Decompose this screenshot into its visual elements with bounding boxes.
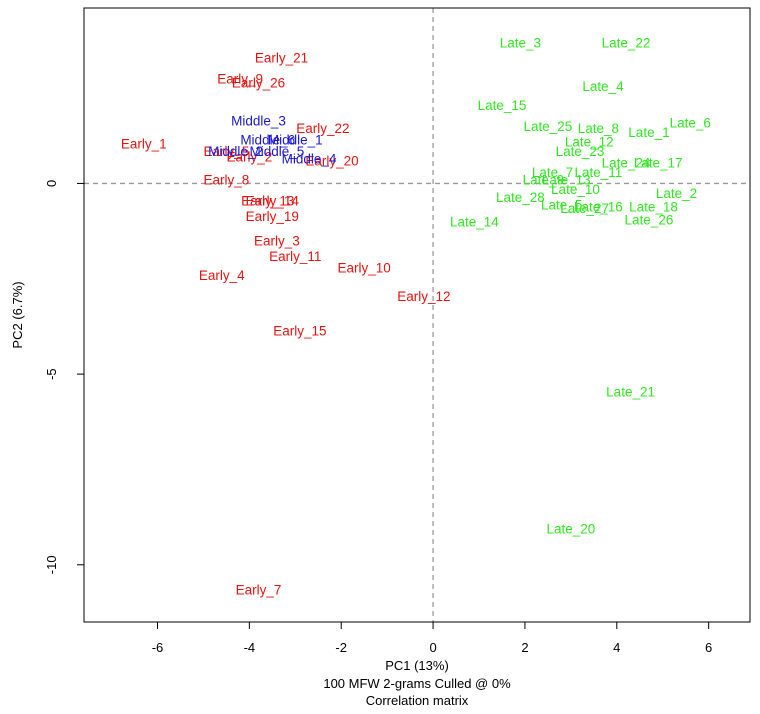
point-label-late-27: Late_27 xyxy=(560,201,609,216)
plot-frame xyxy=(83,7,751,623)
point-label-late-14: Late_14 xyxy=(450,215,499,230)
point-label-late-18: Late_18 xyxy=(629,199,678,214)
point-label-early-22: Early_22 xyxy=(296,121,349,136)
point-label-early-21: Early_21 xyxy=(255,51,308,66)
point-label-late-12: Late_12 xyxy=(565,134,614,149)
point-label-early-12: Early_12 xyxy=(397,289,450,304)
point-label-late-2: Late_2 xyxy=(656,186,697,201)
point-label-early-9: Early_9 xyxy=(217,72,263,87)
point-label-late-23: Late_23 xyxy=(556,144,605,159)
point-label-late-28: Late_28 xyxy=(496,190,545,205)
point-label-late-5: Late_5 xyxy=(541,197,582,212)
x-tick-label: 6 xyxy=(705,640,712,655)
point-label-late-26: Late_26 xyxy=(625,213,674,228)
point-label-late-13: Late_13 xyxy=(542,173,591,188)
point-label-middle-1: Middle_1 xyxy=(268,133,323,148)
point-label-late-22: Late_22 xyxy=(602,35,651,50)
point-label-late-10: Late_10 xyxy=(551,182,600,197)
point-label-late-11: Late_11 xyxy=(575,165,623,180)
point-label-early-4: Early_4 xyxy=(199,268,245,283)
x-tick-label: 0 xyxy=(429,640,436,655)
point-label-middle-3: Middle_3 xyxy=(231,114,286,129)
y-tick-label: -10 xyxy=(44,555,59,574)
point-label-early-15: Early_15 xyxy=(273,323,326,338)
point-label-early-5: Early_5 xyxy=(203,144,249,159)
y-axis-label: PC2 (6.7%) xyxy=(10,281,25,348)
point-label-late-4: Late_4 xyxy=(582,79,624,94)
point-label-early-7: Early_7 xyxy=(236,583,282,598)
point-label-late-17: Late_17 xyxy=(634,155,683,170)
point-label-late-16: Late_16 xyxy=(574,199,623,214)
point-label-late-9: Late_9 xyxy=(523,173,564,188)
point-label-late-1: Late_1 xyxy=(628,125,669,140)
point-label-late-24: Late_24 xyxy=(602,155,651,170)
point-label-early-13: Early_13 xyxy=(241,194,294,209)
point-label-early-10: Early_10 xyxy=(338,260,391,275)
point-label-late-25: Late_25 xyxy=(523,119,572,134)
point-label-early-11: Early_11 xyxy=(269,249,321,264)
point-label-late-7: Late_7 xyxy=(532,165,573,180)
x-tick-label: -4 xyxy=(244,640,256,655)
point-label-middle-5: Middle_5 xyxy=(250,144,305,159)
point-label-early-8: Early_8 xyxy=(203,173,249,188)
point-label-early-26: Early_26 xyxy=(232,75,285,90)
x-tick-label: 2 xyxy=(521,640,528,655)
y-tick-label: -5 xyxy=(44,368,59,380)
point-label-middle-6: Middle_6 xyxy=(240,133,295,148)
point-label-early-3: Early_3 xyxy=(254,234,300,249)
point-label-late-8: Late_8 xyxy=(578,121,619,136)
point-label-late-21: Late_21 xyxy=(606,384,655,399)
point-label-early-2: Early_2 xyxy=(226,150,272,165)
x-tick-label: -2 xyxy=(335,640,347,655)
x-axis-label: PC1 (13%) xyxy=(385,658,449,673)
point-label-middle-4: Middle_4 xyxy=(282,152,337,167)
x-tick-label: -6 xyxy=(152,640,164,655)
y-axis: 0 -5 -10 xyxy=(44,180,84,574)
point-label-early-1: Early_1 xyxy=(121,136,167,151)
subtitle-line-2: Correlation matrix xyxy=(366,693,469,708)
point-label-late-3: Late_3 xyxy=(500,35,541,50)
point-label-late-20: Late_20 xyxy=(546,522,595,537)
point-label-early-20: Early_20 xyxy=(305,154,358,169)
point-label-late-6: Late_6 xyxy=(670,115,711,130)
point-label-late-15: Late_15 xyxy=(478,98,527,113)
x-axis: -6 -4 -2 0 2 4 6 xyxy=(152,622,712,655)
reference-lines xyxy=(84,8,750,622)
y-tick-label: 0 xyxy=(44,180,59,187)
x-tick-label: 4 xyxy=(613,640,620,655)
point-label-early-14: Early_14 xyxy=(246,194,300,209)
subtitle-line-1: 100 MFW 2-grams Culled @ 0% xyxy=(323,676,511,691)
point-label-middle-2: Middle_2 xyxy=(208,144,263,159)
point-label-early-19: Early_19 xyxy=(246,209,299,224)
